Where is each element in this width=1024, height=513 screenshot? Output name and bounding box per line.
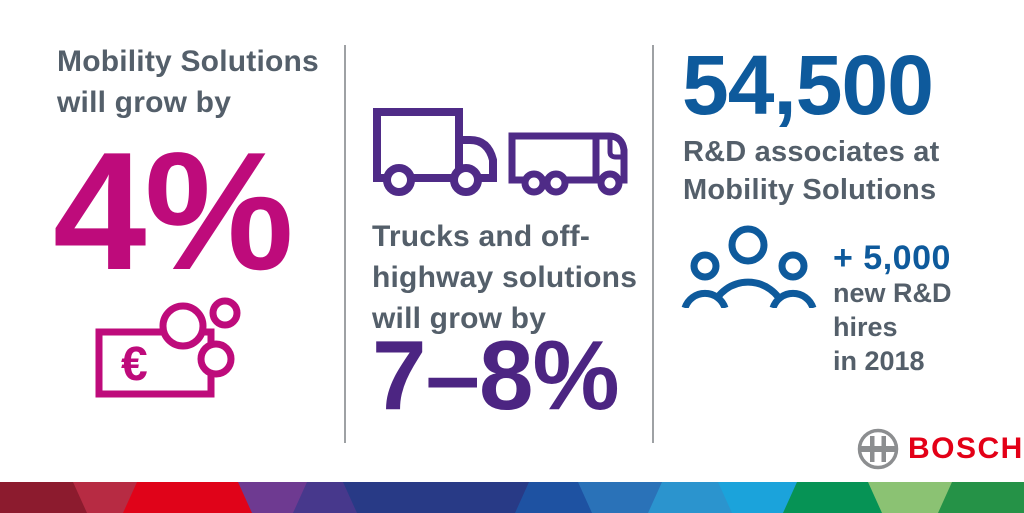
bosch-supergraphic-stripe bbox=[0, 482, 1024, 513]
divider-left bbox=[344, 45, 346, 443]
col3-caption: R&D associates at Mobility Solutions bbox=[683, 133, 939, 209]
col3-caption-line1: R&D associates at bbox=[683, 136, 940, 168]
col3-associates-value: 54,500 bbox=[682, 38, 934, 132]
col1-heading: Mobility Solutions will grow by bbox=[57, 41, 319, 123]
col3-plus-line3: in 2018 bbox=[833, 346, 925, 376]
col2-growth-value: 7–8% bbox=[372, 320, 620, 430]
col1-heading-line1: Mobility Solutions bbox=[57, 45, 319, 78]
col2-heading-line1: Trucks and off- bbox=[372, 220, 591, 253]
bosch-wordmark: BOSCH bbox=[908, 432, 1024, 465]
col3-plus-line2: hires bbox=[833, 312, 898, 342]
col2-heading-line2: highway solutions bbox=[372, 261, 638, 294]
people-group-icon bbox=[681, 224, 817, 308]
col3-plus-caption: new R&D hires in 2018 bbox=[833, 276, 952, 378]
box-truck-icon bbox=[373, 108, 501, 196]
col2-heading-line3: will grow by bbox=[372, 302, 547, 335]
col1-growth-value: 4% bbox=[53, 117, 294, 305]
euro-banknote-and-coins-icon: € bbox=[95, 296, 245, 400]
col3-caption-line2: Mobility Solutions bbox=[683, 174, 937, 206]
divider-right bbox=[652, 45, 654, 443]
col3-plus-value: + 5,000 bbox=[833, 239, 951, 277]
svg-text:€: € bbox=[121, 338, 148, 391]
col3-plus-line1: new R&D bbox=[833, 278, 952, 308]
bosch-armature-icon bbox=[856, 427, 900, 471]
col2-heading: Trucks and off- highway solutions will g… bbox=[372, 216, 637, 339]
col1-heading-line2: will grow by bbox=[57, 86, 232, 119]
lorry-truck-icon bbox=[508, 132, 628, 196]
